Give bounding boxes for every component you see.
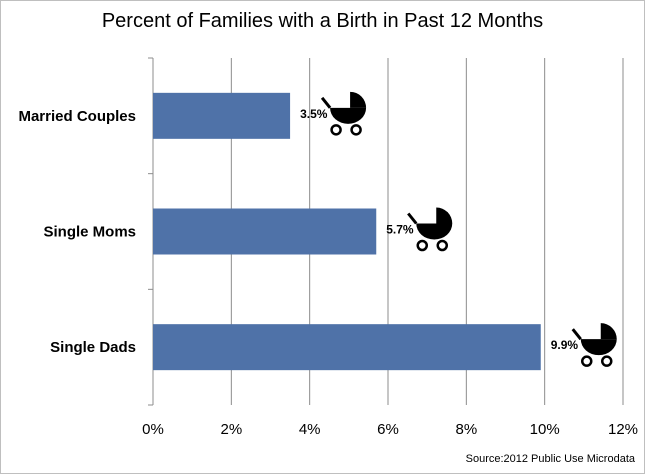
carriage-icons: [320, 91, 617, 367]
carriage-hood: [436, 207, 453, 224]
x-tick-labels: 0% 2% 4% 6% 8% 10% 12%: [142, 421, 638, 438]
data-label: 5.7%: [386, 223, 414, 237]
x-tick-label: 10%: [530, 421, 560, 438]
carriage-handle: [407, 212, 418, 225]
baby-carriage-icon: [407, 207, 453, 252]
bar: [153, 208, 377, 255]
carriage-wheel: [416, 239, 428, 252]
bars: [153, 92, 541, 371]
x-tick-label: 8%: [455, 421, 477, 438]
source-note: Source:2012 Public Use Microdata: [465, 453, 635, 465]
x-tick-label: 2%: [220, 421, 242, 438]
bar: [153, 324, 541, 371]
x-tick-label: 0%: [142, 421, 164, 438]
carriage-handle: [320, 96, 332, 109]
category-label: Single Moms: [43, 224, 136, 241]
carriage-hood: [350, 91, 367, 108]
data-label: 9.9%: [551, 338, 579, 352]
x-tick-label: 6%: [377, 421, 399, 438]
carriage-body: [330, 107, 367, 124]
data-labels: 3.5% 5.7% 9.9%: [300, 107, 578, 352]
category-label: Single Dads: [50, 339, 136, 356]
baby-carriage-icon: [320, 91, 367, 136]
carriage-body: [580, 339, 617, 356]
category-labels: Married Couples Single Moms Single Dads: [18, 108, 136, 356]
x-tick-label: 4%: [299, 421, 321, 438]
carriage-hood: [600, 323, 617, 340]
chart-title: Percent of Families with a Birth in Past…: [101, 10, 544, 32]
carriage-wheel: [330, 124, 342, 136]
baby-carriage-icon: [571, 323, 617, 367]
carriage-handle: [571, 328, 582, 341]
bar: [153, 92, 291, 139]
carriage-body: [416, 223, 453, 240]
carriage-wheel: [601, 355, 613, 367]
carriage-wheel: [581, 355, 593, 367]
carriage-wheel: [436, 239, 448, 252]
data-label: 3.5%: [300, 107, 328, 121]
x-tick-label: 12%: [608, 421, 638, 438]
category-label: Married Couples: [18, 108, 136, 125]
carriage-wheel: [350, 124, 362, 136]
